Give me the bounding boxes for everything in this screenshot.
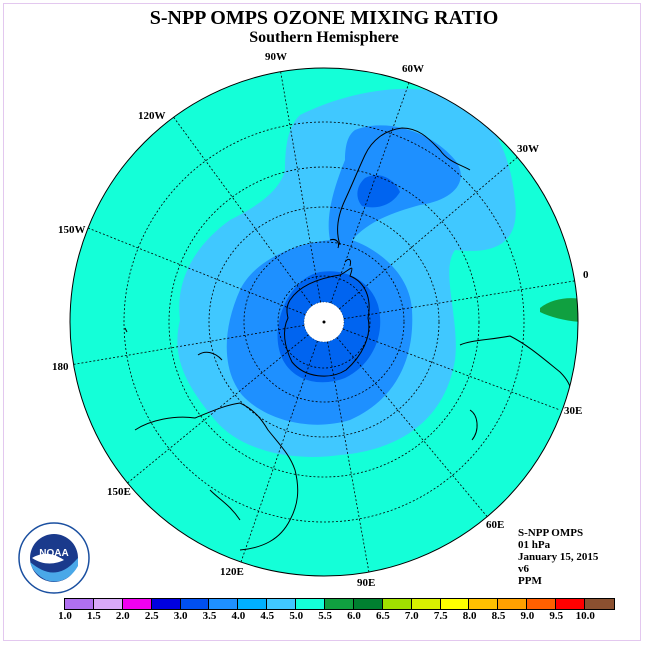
colorbar-tick-label: 5.0 [289,610,304,622]
colorbar-segment [498,599,528,609]
colorbar-tick-label: 4.5 [260,610,275,622]
lon-label-150e: 150E [107,486,131,498]
figure-frame [3,3,641,641]
coastlines [124,127,572,551]
meridians [70,68,578,576]
colorbar-tick-label: 9.0 [520,610,535,622]
map-border [69,67,579,577]
colorbar-segment [93,599,123,609]
colorbar-tick-label: 7.0 [404,610,419,622]
colorbar-segment [267,599,297,609]
map-title: S-NPP OMPS OZONE MIXING RATIO [149,7,499,29]
colorbar-tick-label: 7.5 [433,610,448,622]
colorbar-segment [296,599,326,609]
colorbar-tick-label: 6.0 [347,610,361,622]
colorbar-segment [209,599,239,609]
noaa-logo-icon: NOAA [18,522,90,594]
info-block: S-NPP OMPS 01 hPa January 15, 2015 v6 PP… [518,527,598,587]
colorbar-tick-label: 5.5 [318,610,332,622]
lon-label-120w: 120W [138,110,166,122]
colorbar-segment [325,599,354,609]
colorbar-tick-label: 2.0 [115,610,130,622]
field-5.5-6.0 [540,298,578,322]
info-version: v6 [518,563,529,575]
graticule [123,121,525,523]
colorbar-tick-label: 3.0 [173,610,188,622]
colorbar-segment [527,599,557,609]
info-instrument: S-NPP OMPS [518,527,584,539]
colorbar-tick-label: 1.5 [87,610,101,622]
lon-label-120e: 120E [220,566,244,578]
lon-label-150w: 150W [58,224,86,236]
colorbar-tick-label: 9.5 [549,610,564,622]
colorbar-segment [440,599,470,609]
lon-label-0: 0 [583,269,589,281]
colorbar-segment [151,599,181,609]
colorbar-tick-label: 1.0 [58,610,72,622]
colorbar-segment [180,599,210,609]
colorbar-segment [353,599,383,609]
colorbar-tick-label: 8.5 [491,610,506,622]
colorbar-segment [382,599,412,609]
info-units: PPM [518,575,542,587]
colorbar-tick-label: 4.0 [231,610,246,622]
colorbar-segment [585,599,614,609]
lon-label-60w: 60W [402,63,424,75]
info-date: January 15, 2015 [518,551,599,563]
lon-label-30e: 30E [564,405,583,417]
colorbar-tick-label: 2.5 [144,610,159,622]
info-level: 01 hPa [518,539,551,551]
colorbar-tick-label: 6.5 [376,610,390,622]
lon-label-60e: 60E [486,519,505,531]
colorbar-segment [556,599,586,609]
colorbar-tick-label: 3.5 [202,610,217,622]
colorbar-tick-label: 10.0 [575,610,595,622]
colorbar [64,598,615,610]
lon-label-90e: 90E [357,577,376,589]
colorbar-segment [411,599,441,609]
logo-text: NOAA [39,548,68,559]
colorbar-segment [469,599,499,609]
lon-label-180: 180 [52,361,69,373]
lon-label-30w: 30W [517,143,539,155]
lon-label-90w: 90W [265,51,287,63]
colorbar-segment [122,599,152,609]
colorbar-segment [65,599,94,609]
colorbar-tick-label: 8.0 [462,610,477,622]
map-subtitle: Southern Hemisphere [249,29,399,46]
colorbar-segment [238,599,268,609]
